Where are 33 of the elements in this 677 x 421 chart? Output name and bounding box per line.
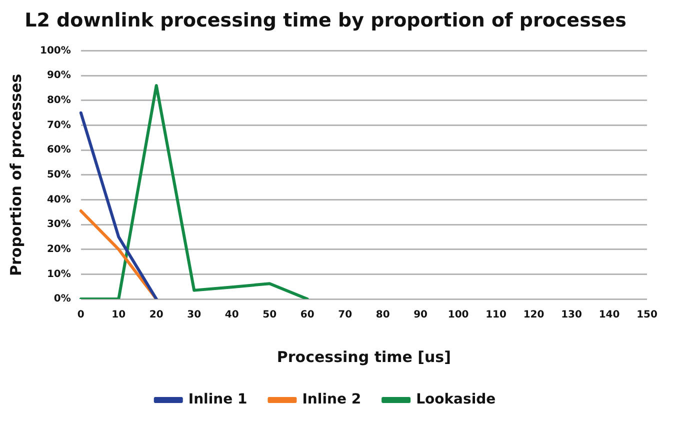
x-tick-label: 140: [598, 310, 620, 321]
y-tick-label: 10%: [46, 268, 71, 280]
y-tick-label: 70%: [46, 120, 71, 131]
y-tick-label: 80%: [46, 95, 71, 106]
y-tick-label: 50%: [46, 169, 71, 180]
x-tick-label: 50: [262, 310, 277, 321]
x-tick-label: 40: [224, 310, 239, 321]
y-tick-label: 30%: [46, 219, 71, 230]
x-tick-label: 0: [77, 310, 84, 321]
y-tick-label: 100%: [40, 45, 71, 56]
x-axis-title: Processing time [us]: [276, 348, 451, 366]
x-tick-label: 70: [338, 310, 352, 321]
x-tick-label: 90: [414, 310, 428, 321]
chart-title: L2 downlink processing time by proportion of processes: [24, 9, 626, 32]
legend-label: Inline 1: [188, 392, 248, 408]
y-tick-label: 90%: [46, 70, 71, 82]
x-tick-label: 30: [187, 310, 202, 321]
x-tick-label: 60: [300, 310, 314, 321]
y-tick-label: 40%: [46, 194, 71, 206]
y-tick-label: 20%: [46, 244, 71, 255]
x-tick-label: 100: [448, 310, 469, 321]
y-tick-label: 0%: [54, 294, 71, 305]
x-tick-label: 120: [523, 310, 544, 321]
x-tick-label: 110: [486, 310, 507, 321]
legend-label: Lookaside: [416, 392, 496, 408]
y-tick-label: 60%: [46, 144, 71, 156]
x-tick-label: 20: [149, 310, 164, 321]
x-tick-label: 130: [561, 310, 582, 321]
x-tick-label: 80: [376, 310, 390, 321]
legend-label: Inline 2: [302, 392, 362, 408]
y-axis-title: Proportion of processes: [6, 74, 25, 276]
x-tick-label: 10: [112, 310, 126, 321]
x-tick-label: 150: [636, 310, 658, 321]
